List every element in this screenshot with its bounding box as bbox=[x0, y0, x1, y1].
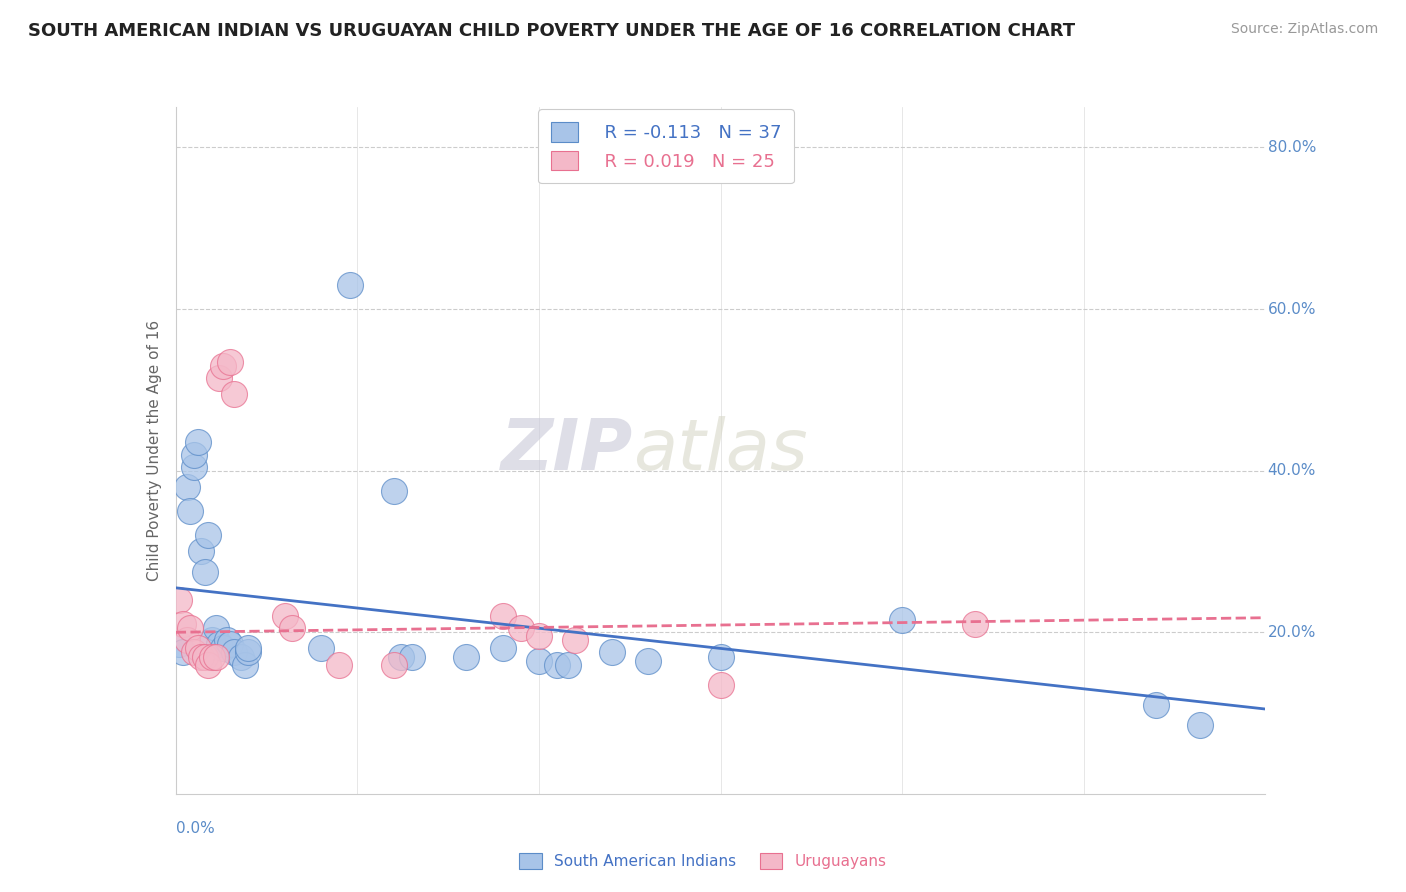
Point bbox=[194, 649, 217, 664]
Point bbox=[222, 387, 245, 401]
Point bbox=[169, 637, 191, 651]
Point bbox=[1189, 718, 1212, 732]
Legend:   R = -0.113   N = 37,   R = 0.019   N = 25: R = -0.113 N = 37, R = 0.019 N = 25 bbox=[538, 109, 794, 183]
Point bbox=[176, 633, 198, 648]
Point bbox=[186, 435, 209, 450]
Point bbox=[194, 565, 217, 579]
Point bbox=[219, 354, 242, 368]
Point bbox=[281, 621, 304, 635]
Point bbox=[208, 637, 231, 651]
Point bbox=[176, 480, 198, 494]
Point bbox=[637, 654, 659, 668]
Point bbox=[710, 678, 733, 692]
Point bbox=[274, 609, 297, 624]
Point bbox=[456, 649, 478, 664]
Point bbox=[492, 641, 515, 656]
Point bbox=[212, 641, 235, 656]
Point bbox=[710, 649, 733, 664]
Point bbox=[186, 641, 209, 656]
Point bbox=[527, 654, 550, 668]
Point bbox=[328, 657, 350, 672]
Point bbox=[183, 448, 205, 462]
Point bbox=[963, 617, 986, 632]
Point bbox=[219, 637, 242, 651]
Text: 20.0%: 20.0% bbox=[1268, 624, 1316, 640]
Point bbox=[183, 459, 205, 474]
Point bbox=[233, 657, 256, 672]
Point bbox=[215, 633, 238, 648]
Point bbox=[172, 645, 194, 659]
Point bbox=[492, 609, 515, 624]
Point bbox=[509, 621, 531, 635]
Point bbox=[401, 649, 423, 664]
Text: 80.0%: 80.0% bbox=[1268, 140, 1316, 155]
Point bbox=[222, 645, 245, 659]
Point bbox=[190, 649, 212, 664]
Point bbox=[389, 649, 412, 664]
Point bbox=[169, 593, 191, 607]
Point bbox=[201, 649, 224, 664]
Text: 0.0%: 0.0% bbox=[176, 822, 215, 837]
Point bbox=[208, 370, 231, 384]
Point bbox=[891, 613, 914, 627]
Point bbox=[204, 649, 226, 664]
Point bbox=[564, 633, 586, 648]
Text: atlas: atlas bbox=[633, 416, 808, 485]
Y-axis label: Child Poverty Under the Age of 16: Child Poverty Under the Age of 16 bbox=[146, 320, 162, 581]
Point bbox=[238, 645, 260, 659]
Point bbox=[179, 504, 201, 518]
Point bbox=[382, 483, 405, 498]
Point bbox=[339, 277, 361, 292]
Point bbox=[212, 359, 235, 373]
Point bbox=[238, 641, 260, 656]
Point bbox=[557, 657, 579, 672]
Point bbox=[183, 645, 205, 659]
Text: 60.0%: 60.0% bbox=[1268, 301, 1316, 317]
Text: SOUTH AMERICAN INDIAN VS URUGUAYAN CHILD POVERTY UNDER THE AGE OF 16 CORRELATION: SOUTH AMERICAN INDIAN VS URUGUAYAN CHILD… bbox=[28, 22, 1076, 40]
Point bbox=[382, 657, 405, 672]
Point bbox=[231, 649, 253, 664]
Point bbox=[190, 544, 212, 558]
Text: ZIP: ZIP bbox=[501, 416, 633, 485]
Point bbox=[201, 633, 224, 648]
Point bbox=[527, 629, 550, 643]
Text: 40.0%: 40.0% bbox=[1268, 463, 1316, 478]
Text: Source: ZipAtlas.com: Source: ZipAtlas.com bbox=[1230, 22, 1378, 37]
Point bbox=[204, 621, 226, 635]
Point bbox=[600, 645, 623, 659]
Point bbox=[1146, 698, 1168, 712]
Point bbox=[309, 641, 332, 656]
Point bbox=[197, 657, 219, 672]
Point bbox=[179, 621, 201, 635]
Point bbox=[197, 528, 219, 542]
Point bbox=[546, 657, 568, 672]
Legend: South American Indians, Uruguayans: South American Indians, Uruguayans bbox=[513, 847, 893, 875]
Point bbox=[172, 617, 194, 632]
